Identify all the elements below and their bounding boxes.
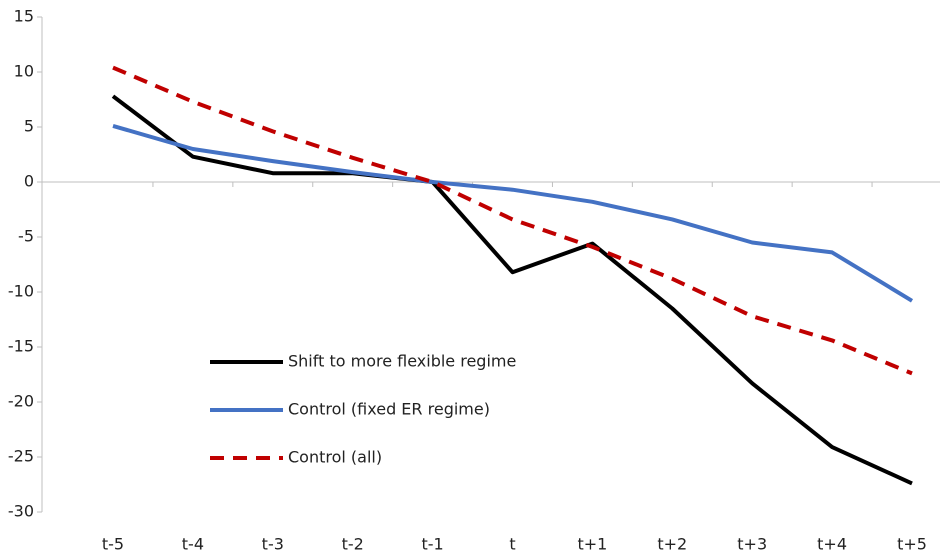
legend-label: Control (fixed ER regime) — [288, 400, 490, 419]
y-tick-label: -5 — [18, 227, 34, 246]
x-tick-label: t+4 — [817, 535, 847, 554]
legend-label: Shift to more flexible regime — [288, 352, 516, 371]
y-tick-label: -30 — [8, 502, 34, 521]
x-tick-label: t-5 — [102, 535, 124, 554]
x-tick-label: t+5 — [897, 535, 927, 554]
y-tick-label: -20 — [8, 392, 34, 411]
series-line — [111, 94, 913, 486]
y-tick-label: 15 — [14, 7, 34, 26]
series-line — [112, 65, 913, 376]
y-tick-label: 5 — [24, 117, 34, 136]
x-tick-label: t-1 — [421, 535, 443, 554]
x-tick-label: t-4 — [182, 535, 204, 554]
y-tick-label: -25 — [8, 447, 34, 466]
x-tick-label: t — [509, 535, 515, 554]
y-tick-label: -15 — [8, 337, 34, 356]
series-line — [112, 123, 914, 303]
legend-label: Control (all) — [288, 448, 382, 467]
y-tick-label: 0 — [24, 172, 34, 191]
x-tick-label: t-3 — [262, 535, 284, 554]
x-tick-label: t-2 — [342, 535, 364, 554]
x-tick-label: t+3 — [737, 535, 767, 554]
y-tick-label: -10 — [8, 282, 34, 301]
x-tick-label: t+1 — [577, 535, 607, 554]
y-tick-label: 10 — [14, 62, 34, 81]
x-tick-label: t+2 — [657, 535, 687, 554]
